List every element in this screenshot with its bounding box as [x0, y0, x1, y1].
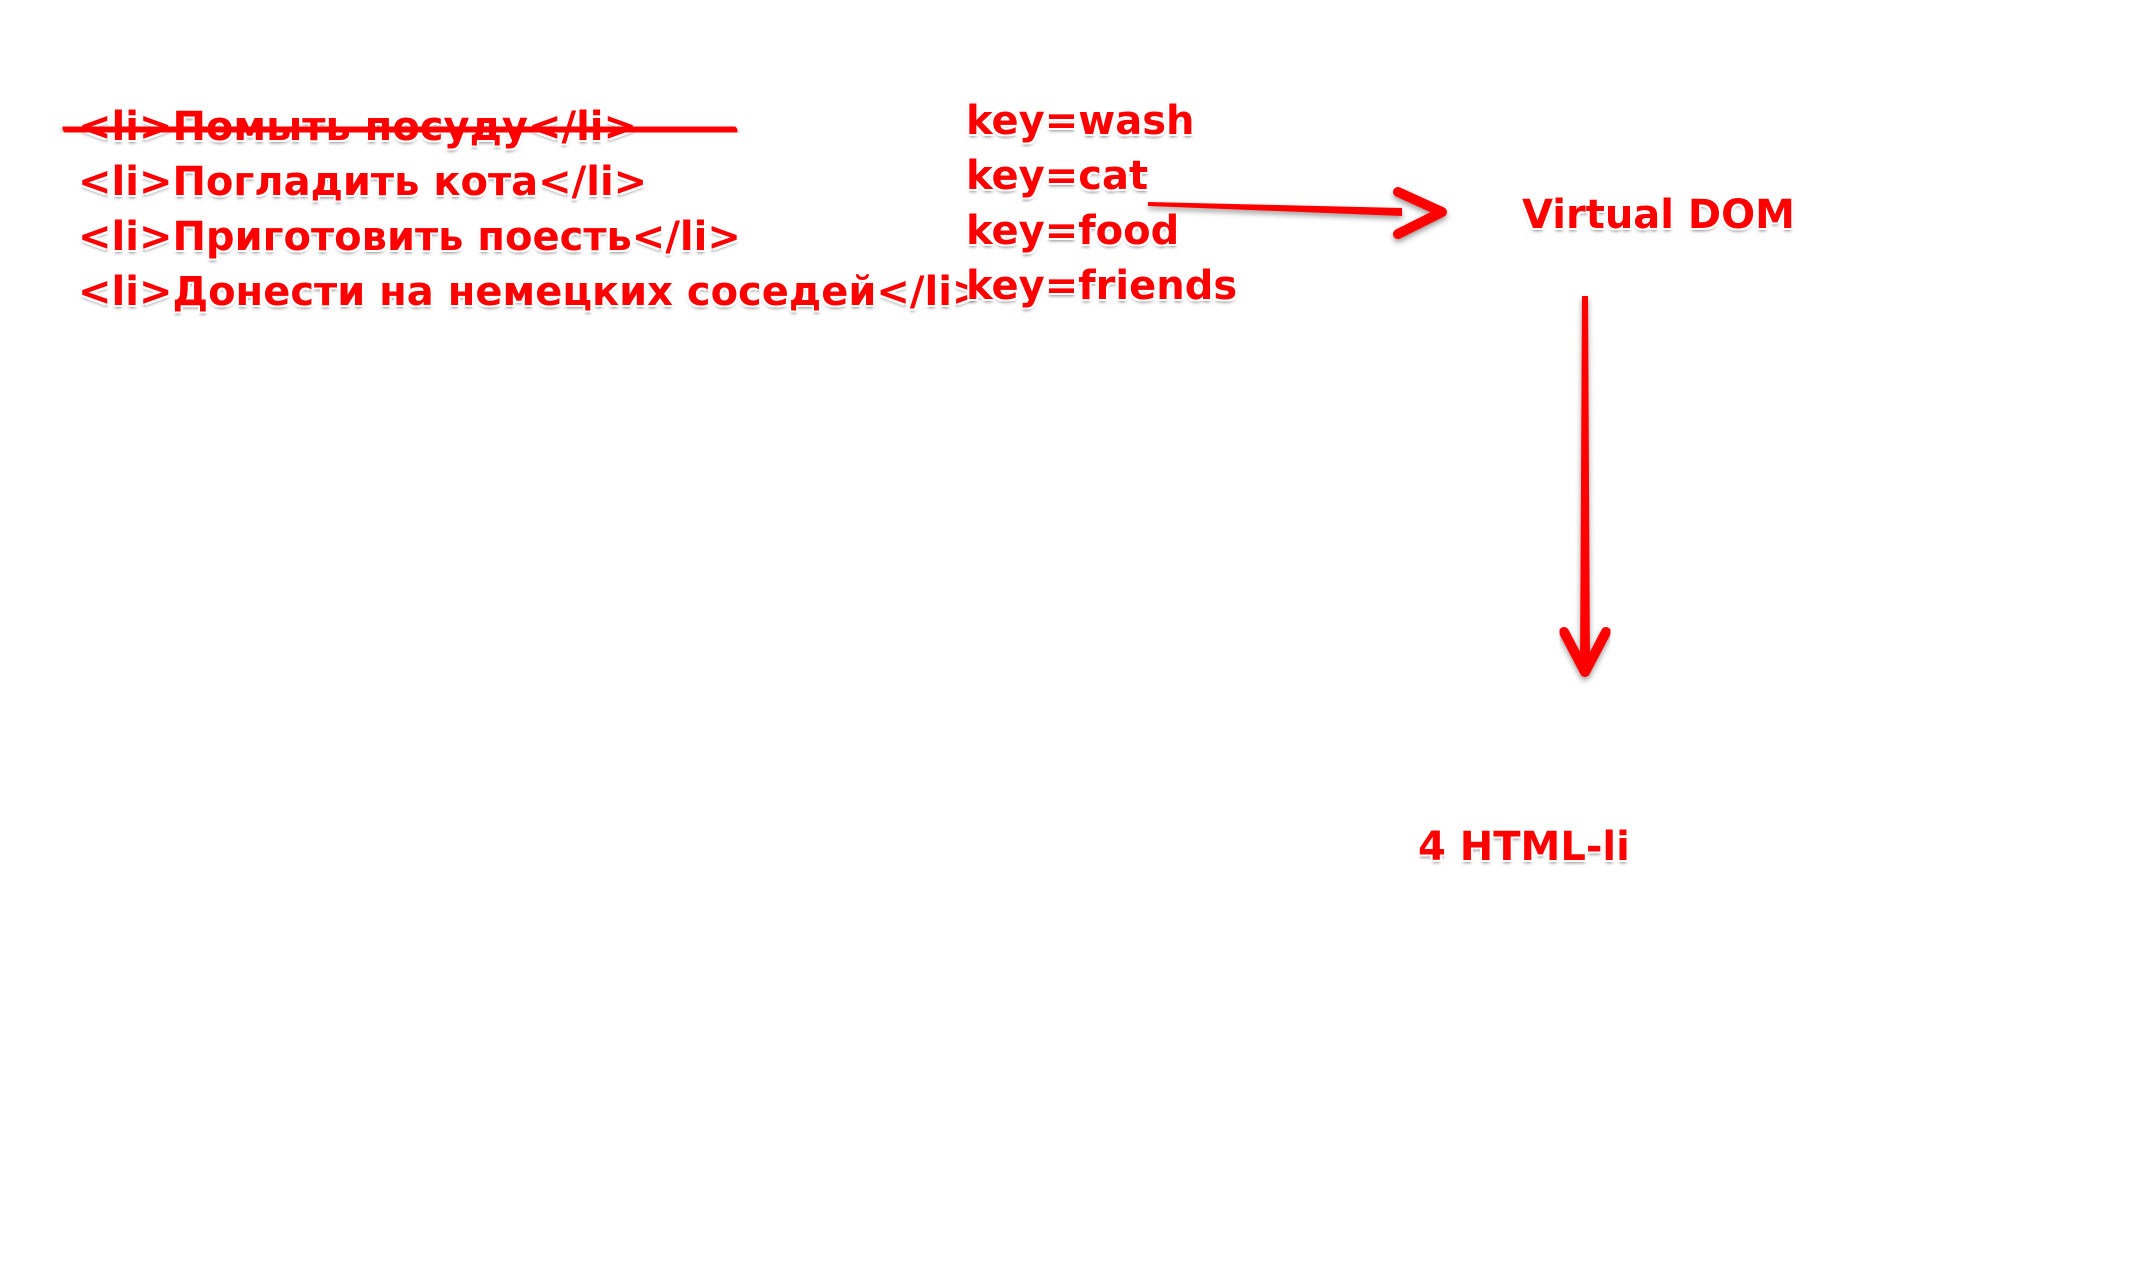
li-item-friends: <li>Донести на немецких соседей</li> [78, 269, 986, 315]
key-friends: key=friends [966, 263, 1238, 309]
li-item-wash: <li>Помыть посуду</li> [78, 104, 638, 150]
keys-list: key=wash key=cat key=food key=friends [966, 94, 1237, 314]
li-items-list: <li>Помыть посуду</li> <li>Погладить кот… [78, 100, 985, 320]
html-li-count-label: 4 HTML-li [1418, 824, 1630, 870]
li-item-food: <li>Приготовить поесть</li> [78, 214, 741, 260]
key-wash: key=wash [966, 98, 1195, 144]
li-item-cat: <li>Погладить кота</li> [78, 159, 648, 205]
virtual-dom-label: Virtual DOM [1522, 192, 1795, 238]
arrow-down-icon [1559, 296, 1611, 677]
key-food: key=food [966, 208, 1180, 254]
key-cat: key=cat [966, 153, 1149, 199]
